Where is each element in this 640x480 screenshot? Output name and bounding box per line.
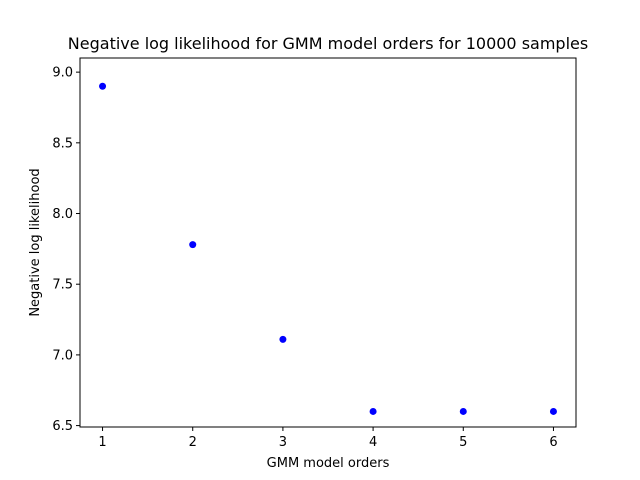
y-tick-label: 6.5 — [52, 419, 73, 434]
x-tick-label: 3 — [279, 435, 287, 450]
data-point — [189, 241, 197, 249]
data-point — [99, 82, 107, 90]
y-tick-label: 7.0 — [52, 348, 73, 363]
data-point — [549, 407, 557, 415]
data-point — [459, 407, 467, 415]
y-tick-label: 9.0 — [52, 66, 73, 81]
y-tick-label: 7.5 — [52, 278, 73, 293]
y-tick-label: 8.5 — [52, 136, 73, 151]
plot-frame — [79, 57, 577, 428]
x-tick-label: 2 — [189, 435, 197, 450]
x-tick-label: 4 — [369, 435, 377, 450]
data-point — [369, 407, 377, 415]
axis-ticks: 1 2 3 4 5 6 6.5 7.0 7.5 8.0 8.5 9.0 — [52, 66, 557, 450]
data-point — [279, 335, 287, 343]
y-tick-label: 8.0 — [52, 207, 73, 222]
x-tick-label: 1 — [98, 435, 106, 450]
data-points — [99, 82, 557, 415]
chart-title: Negative log likelihood for GMM model or… — [68, 34, 588, 53]
x-tick-label: 6 — [549, 435, 557, 450]
x-tick-label: 5 — [459, 435, 467, 450]
y-axis-label: Negative log likelihood — [28, 168, 43, 316]
x-axis-label: GMM model orders — [267, 456, 390, 471]
